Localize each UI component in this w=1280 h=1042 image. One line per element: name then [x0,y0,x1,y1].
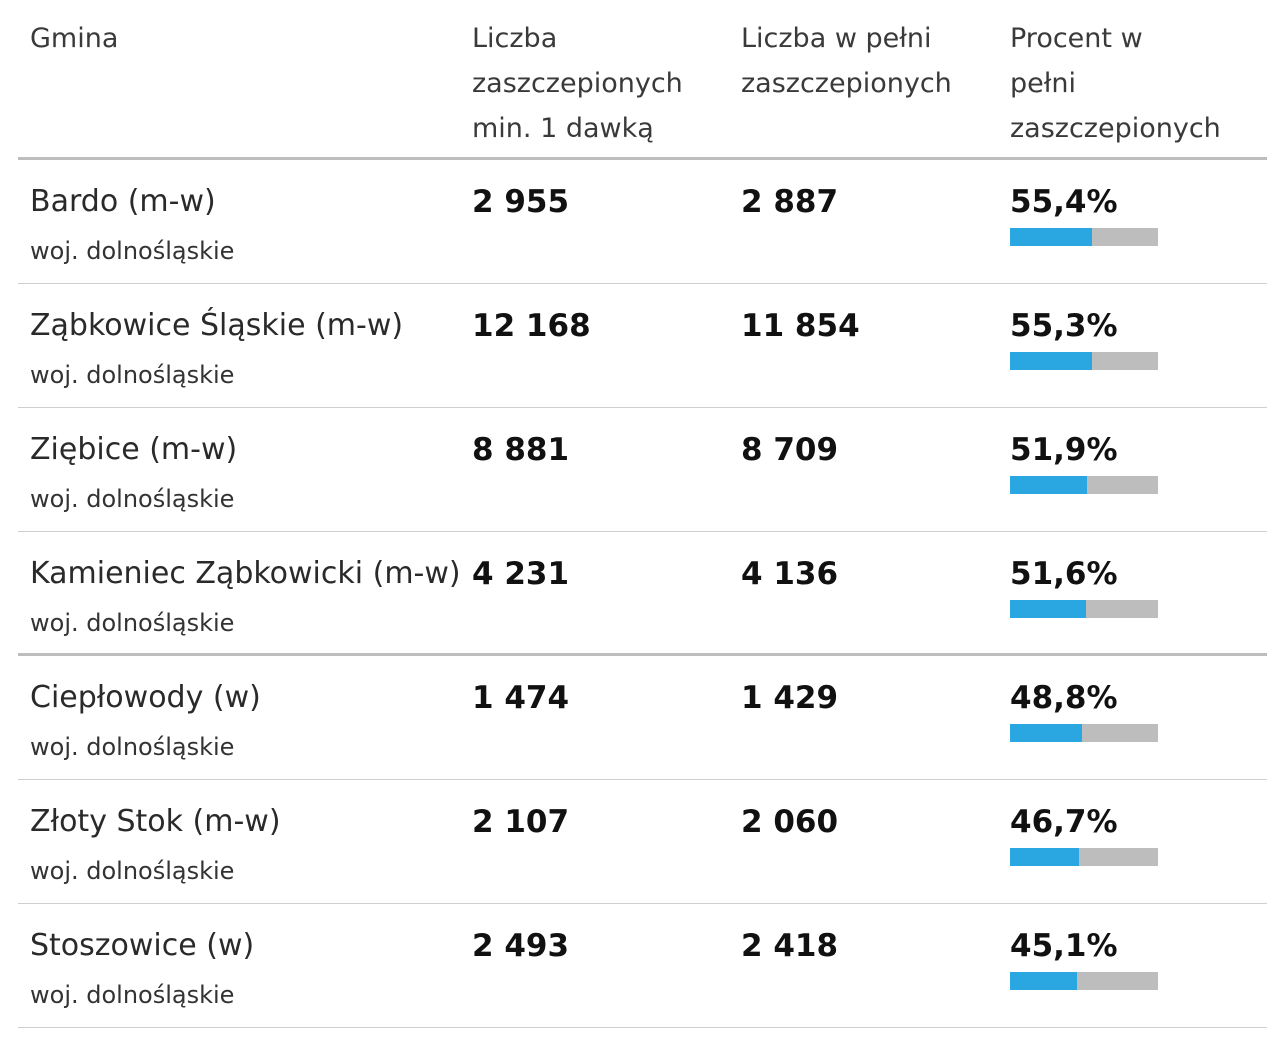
gmina-name: Ciepłowody (w) [30,680,261,715]
pct-bar-fill [1010,228,1092,246]
header-full-line: Liczba w pełni [741,23,932,54]
full-count: 2 060 [741,804,839,840]
pct-bar [1010,476,1158,494]
table-row: Stoszowice (w) woj. dolnośląskie 2 493 2… [18,904,1267,1028]
header-full: Liczba w pełni zaszczepionych [741,16,991,106]
header-dose1-line: Liczba [472,23,558,54]
pct-label: 51,6% [1010,556,1118,592]
full-count: 8 709 [741,432,839,468]
pct-label: 48,8% [1010,680,1118,716]
header-pct-line: Procent w [1010,23,1143,54]
pct-label: 45,1% [1010,928,1118,964]
pct-bar [1010,848,1158,866]
header-full-line: zaszczepionych [741,68,952,99]
gmina-name: Ziębice (m-w) [30,432,238,467]
gmina-region: woj. dolnośląskie [30,485,235,513]
header-dose1-line: min. 1 dawką [472,113,654,144]
header-dose1-line: zaszczepionych [472,68,683,99]
dose1-count: 1 474 [472,680,570,716]
table-row: Ząbkowice Śląskie (m-w) woj. dolnośląski… [18,284,1267,408]
header-gmina: Gmina [30,23,119,54]
pct-bar-fill [1010,972,1077,990]
full-count: 2 418 [741,928,839,964]
pct-bar-fill [1010,476,1087,494]
dose1-count: 12 168 [472,308,591,344]
dose1-count: 2 493 [472,928,570,964]
gmina-region: woj. dolnośląskie [30,857,235,885]
pct-bar [1010,600,1158,618]
gmina-region: woj. dolnośląskie [30,237,235,265]
gmina-name: Ząbkowice Śląskie (m-w) [30,308,404,343]
header-pct-line: zaszczepionych [1010,113,1221,144]
table-row: Ciepłowody (w) woj. dolnośląskie 1 474 1… [18,656,1267,780]
gmina-region: woj. dolnośląskie [30,609,235,637]
dose1-count: 2 955 [472,184,570,220]
pct-label: 51,9% [1010,432,1118,468]
gmina-name: Stoszowice (w) [30,928,255,963]
gmina-name: Bardo (m-w) [30,184,216,219]
vaccination-table: Gmina Liczba zaszczepionych min. 1 dawką… [18,0,1267,1028]
full-count: 4 136 [741,556,839,592]
header-dose1: Liczba zaszczepionych min. 1 dawką [472,16,722,151]
table-row: Złoty Stok (m-w) woj. dolnośląskie 2 107… [18,780,1267,904]
table-row: Ziębice (m-w) woj. dolnośląskie 8 881 8 … [18,408,1267,532]
gmina-region: woj. dolnośląskie [30,361,235,389]
pct-bar [1010,724,1158,742]
table-row: Kamieniec Ząbkowicki (m-w) woj. dolnoślą… [18,532,1267,656]
gmina-name: Złoty Stok (m-w) [30,804,281,839]
dose1-count: 2 107 [472,804,570,840]
header-pct: Procent w pełni zaszczepionych [1010,16,1260,151]
full-count: 2 887 [741,184,839,220]
pct-bar [1010,972,1158,990]
gmina-name: Kamieniec Ząbkowicki (m-w) [30,556,461,591]
gmina-region: woj. dolnośląskie [30,733,235,761]
dose1-count: 8 881 [472,432,570,468]
full-count: 1 429 [741,680,839,716]
pct-label: 55,4% [1010,184,1118,220]
pct-bar-fill [1010,724,1083,742]
full-count: 11 854 [741,308,860,344]
pct-bar-fill [1010,848,1080,866]
pct-bar-fill [1010,352,1092,370]
pct-bar [1010,352,1158,370]
gmina-region: woj. dolnośląskie [30,981,235,1009]
pct-label: 55,3% [1010,308,1118,344]
pct-bar-fill [1010,600,1087,618]
table-row: Bardo (m-w) woj. dolnośląskie 2 955 2 88… [18,160,1267,284]
table-header: Gmina Liczba zaszczepionych min. 1 dawką… [18,0,1267,160]
dose1-count: 4 231 [472,556,570,592]
header-pct-line: pełni [1010,68,1077,99]
pct-bar [1010,228,1158,246]
pct-label: 46,7% [1010,804,1118,840]
